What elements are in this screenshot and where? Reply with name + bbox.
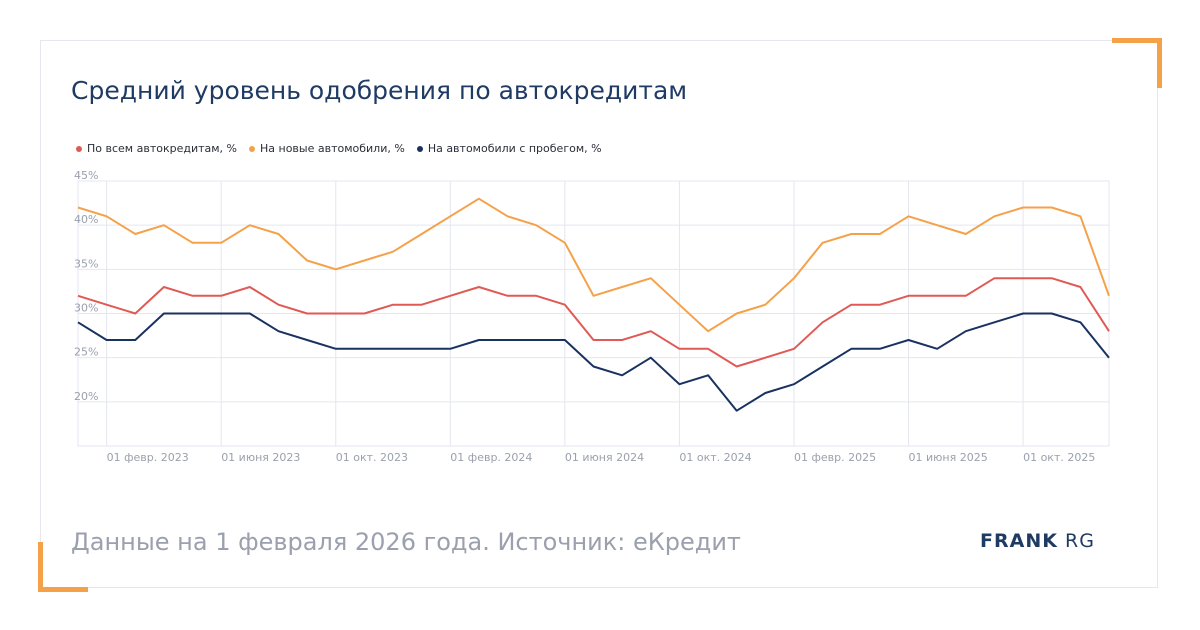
x-tick-label: 01 февр. 2025 <box>794 451 876 464</box>
corner-accent-top-right <box>1112 38 1162 43</box>
legend-label-used: На автомобили с пробегом, % <box>427 142 602 155</box>
x-tick-label: 01 июня 2025 <box>909 451 988 464</box>
y-tick-label: 40% <box>74 213 98 226</box>
logo-light: RG <box>1065 530 1095 552</box>
x-tick-label: 01 июня 2024 <box>565 451 644 464</box>
legend-item-new[interactable]: На новые автомобили, % <box>249 142 405 155</box>
y-tick-label: 20% <box>74 390 98 403</box>
legend-item-all[interactable]: По всем автокредитам, % <box>76 142 237 155</box>
legend-item-used[interactable]: На автомобили с пробегом, % <box>416 142 602 155</box>
series-line-used <box>77 312 1110 412</box>
y-tick-label: 30% <box>74 302 98 315</box>
chart-legend: По всем автокредитам, % На новые автомоб… <box>76 142 602 155</box>
corner-accent-top-right <box>1157 38 1162 88</box>
logo-bold: FRANK <box>980 530 1058 552</box>
x-tick-label: 01 окт. 2024 <box>679 451 751 464</box>
x-tick-label: 01 окт. 2023 <box>336 451 408 464</box>
series-line-new <box>77 197 1110 333</box>
legend-dot-new <box>249 145 255 152</box>
corner-accent-bottom-left <box>38 542 43 592</box>
x-tick-label: 01 окт. 2025 <box>1023 451 1095 464</box>
series-line-all <box>77 277 1110 368</box>
legend-label-new: На новые автомобили, % <box>260 142 405 155</box>
x-tick-label: 01 февр. 2023 <box>107 451 189 464</box>
y-tick-label: 35% <box>74 257 98 270</box>
legend-dot-used <box>416 145 423 152</box>
page-title: Средний уровень одобрения по автокредита… <box>71 76 688 105</box>
x-tick-label: 01 февр. 2024 <box>450 451 532 464</box>
legend-dot-all <box>76 145 82 152</box>
y-tick-label: 25% <box>74 346 98 359</box>
corner-accent-bottom-left <box>38 587 88 592</box>
source-note: Данные на 1 февраля 2026 года. Источник:… <box>71 528 741 556</box>
x-tick-label: 01 июня 2023 <box>221 451 300 464</box>
y-tick-label: 45% <box>74 169 98 182</box>
legend-label-all: По всем автокредитам, % <box>87 142 237 155</box>
frank-rg-logo: FRANK RG <box>980 530 1095 552</box>
